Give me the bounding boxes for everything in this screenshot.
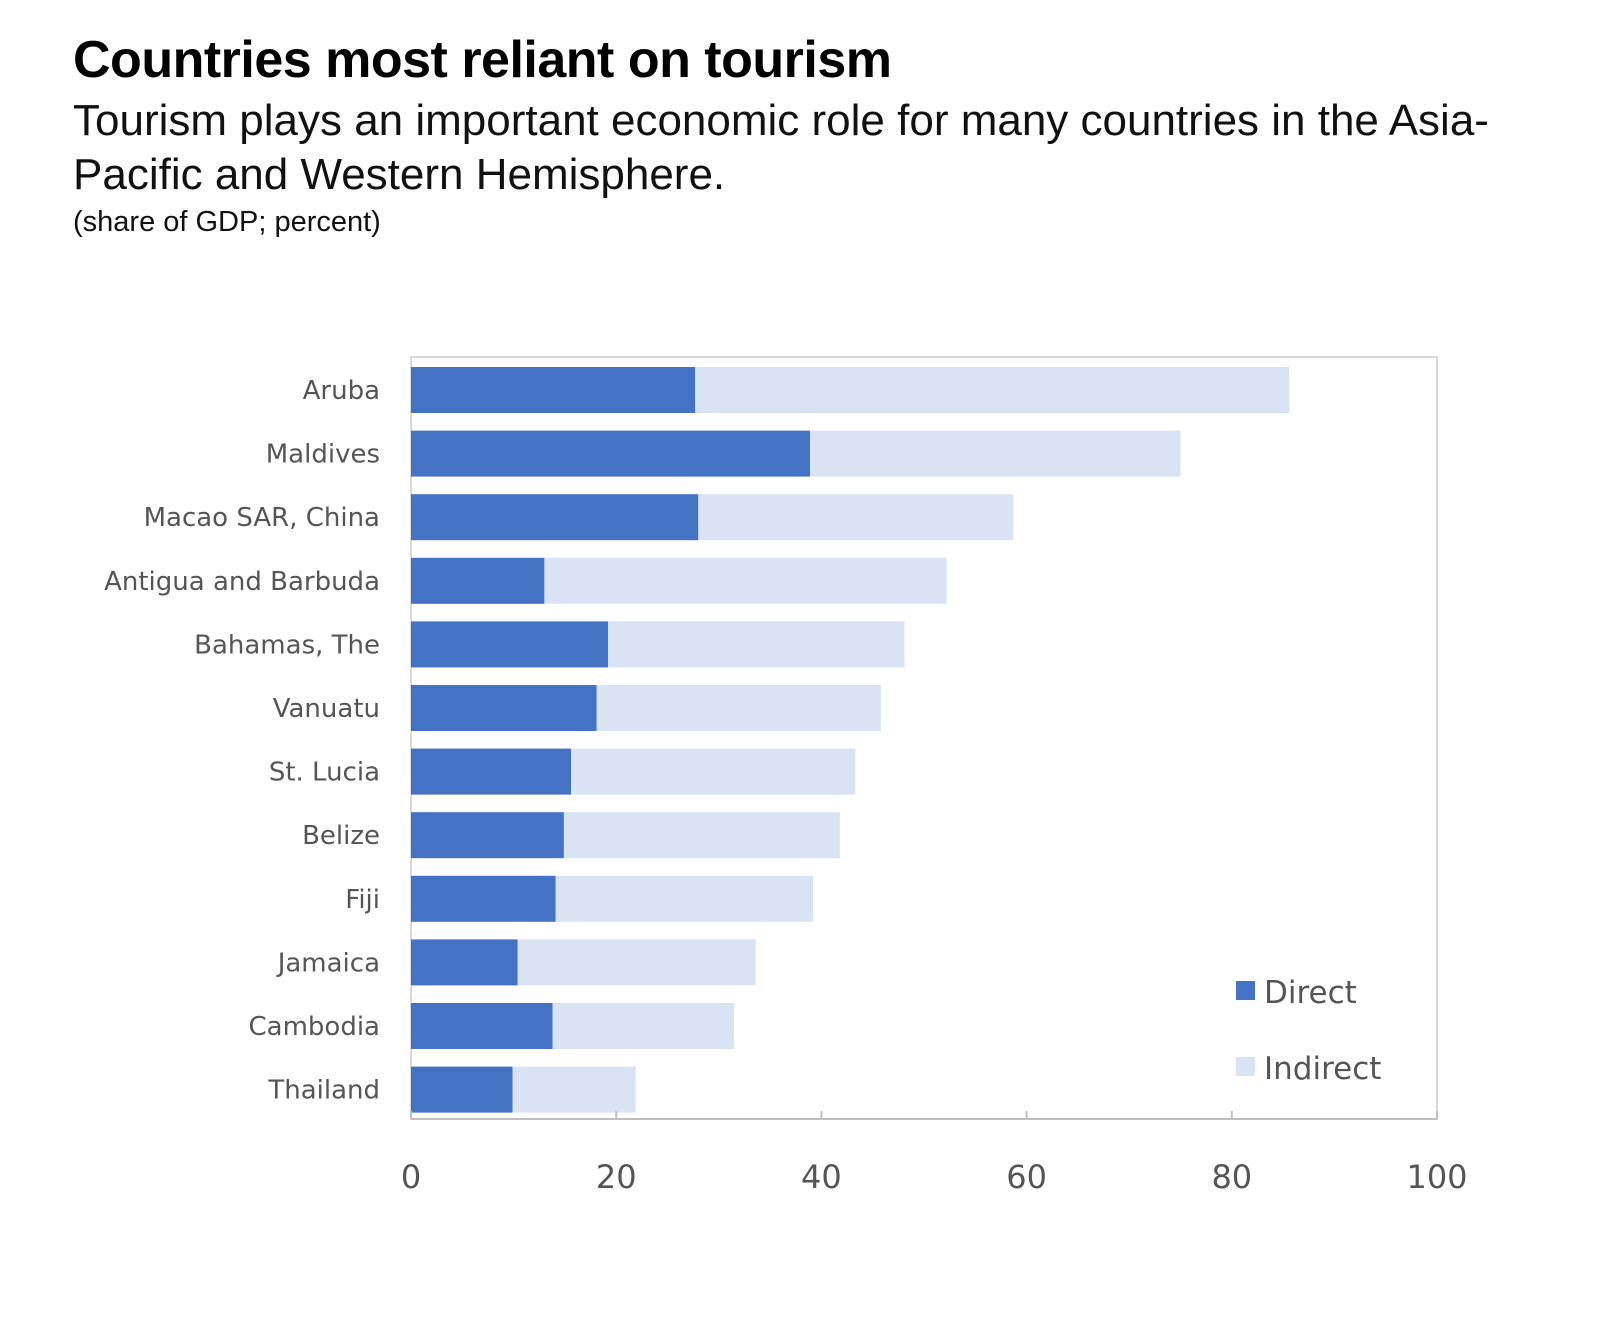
bar-indirect [563,812,840,859]
bar-direct [411,621,608,668]
category-label: Thailand [267,1076,380,1106]
category-label: Vanuatu [273,694,380,724]
bar-indirect [596,685,881,731]
legend-swatch-direct [1236,981,1255,1000]
x-tick-label: 100 [1406,1158,1467,1196]
category-label: Cambodia [249,1012,381,1042]
bar-direct [411,685,597,731]
legend-label-direct: Direct [1264,975,1357,1011]
x-axis: 0 20 40 60 80 100 [401,1111,1468,1196]
bar-direct [411,875,556,922]
category-label: Bahamas, The [194,630,380,660]
chart-units: (share of GDP; percent) [73,206,381,238]
bar-indirect [544,557,947,604]
bar-indirect [512,1066,636,1113]
legend-swatch-indirect [1236,1057,1255,1076]
bar-indirect [695,367,1290,413]
bar-direct [411,557,545,604]
bar-direct [411,367,696,413]
bars-group [411,367,1290,1113]
bar-indirect [555,875,814,922]
x-tick-label: 40 [801,1158,842,1196]
chart-subtitle: Tourism plays an important economic role… [73,96,1489,199]
bar-indirect [552,1003,735,1049]
bar-indirect [698,494,1014,541]
category-labels: Aruba Maldives Macao SAR, China Antigua and… [104,376,380,1106]
bar-direct [411,1066,513,1113]
category-label: St. Lucia [269,758,380,788]
bar-direct [411,1003,553,1049]
legend-label-indirect: Indirect [1264,1051,1381,1087]
bar-direct [411,939,518,986]
bar-indirect [517,939,756,986]
x-tick-label: 0 [401,1158,421,1196]
bar-direct [411,430,811,477]
bar-indirect [608,621,905,668]
x-tick-label: 80 [1211,1158,1252,1196]
x-tick-label: 60 [1006,1158,1047,1196]
bar-indirect [810,430,1181,477]
category-label: Aruba [303,376,380,406]
x-tick-label: 20 [596,1158,637,1196]
category-label: Maldives [266,440,380,470]
category-label: Antigua and Barbuda [104,567,380,597]
bar-indirect [571,748,856,795]
category-label: Belize [302,821,380,851]
bar-direct [411,748,572,795]
bar-direct [411,812,564,859]
chart-title: Countries most reliant on tourism [73,31,892,89]
legend: Direct Indirect [1236,975,1381,1087]
category-label: Macao SAR, China [144,503,380,533]
bar-direct [411,494,699,541]
category-label: Fiji [345,885,380,915]
category-label: Jamaica [276,948,380,978]
